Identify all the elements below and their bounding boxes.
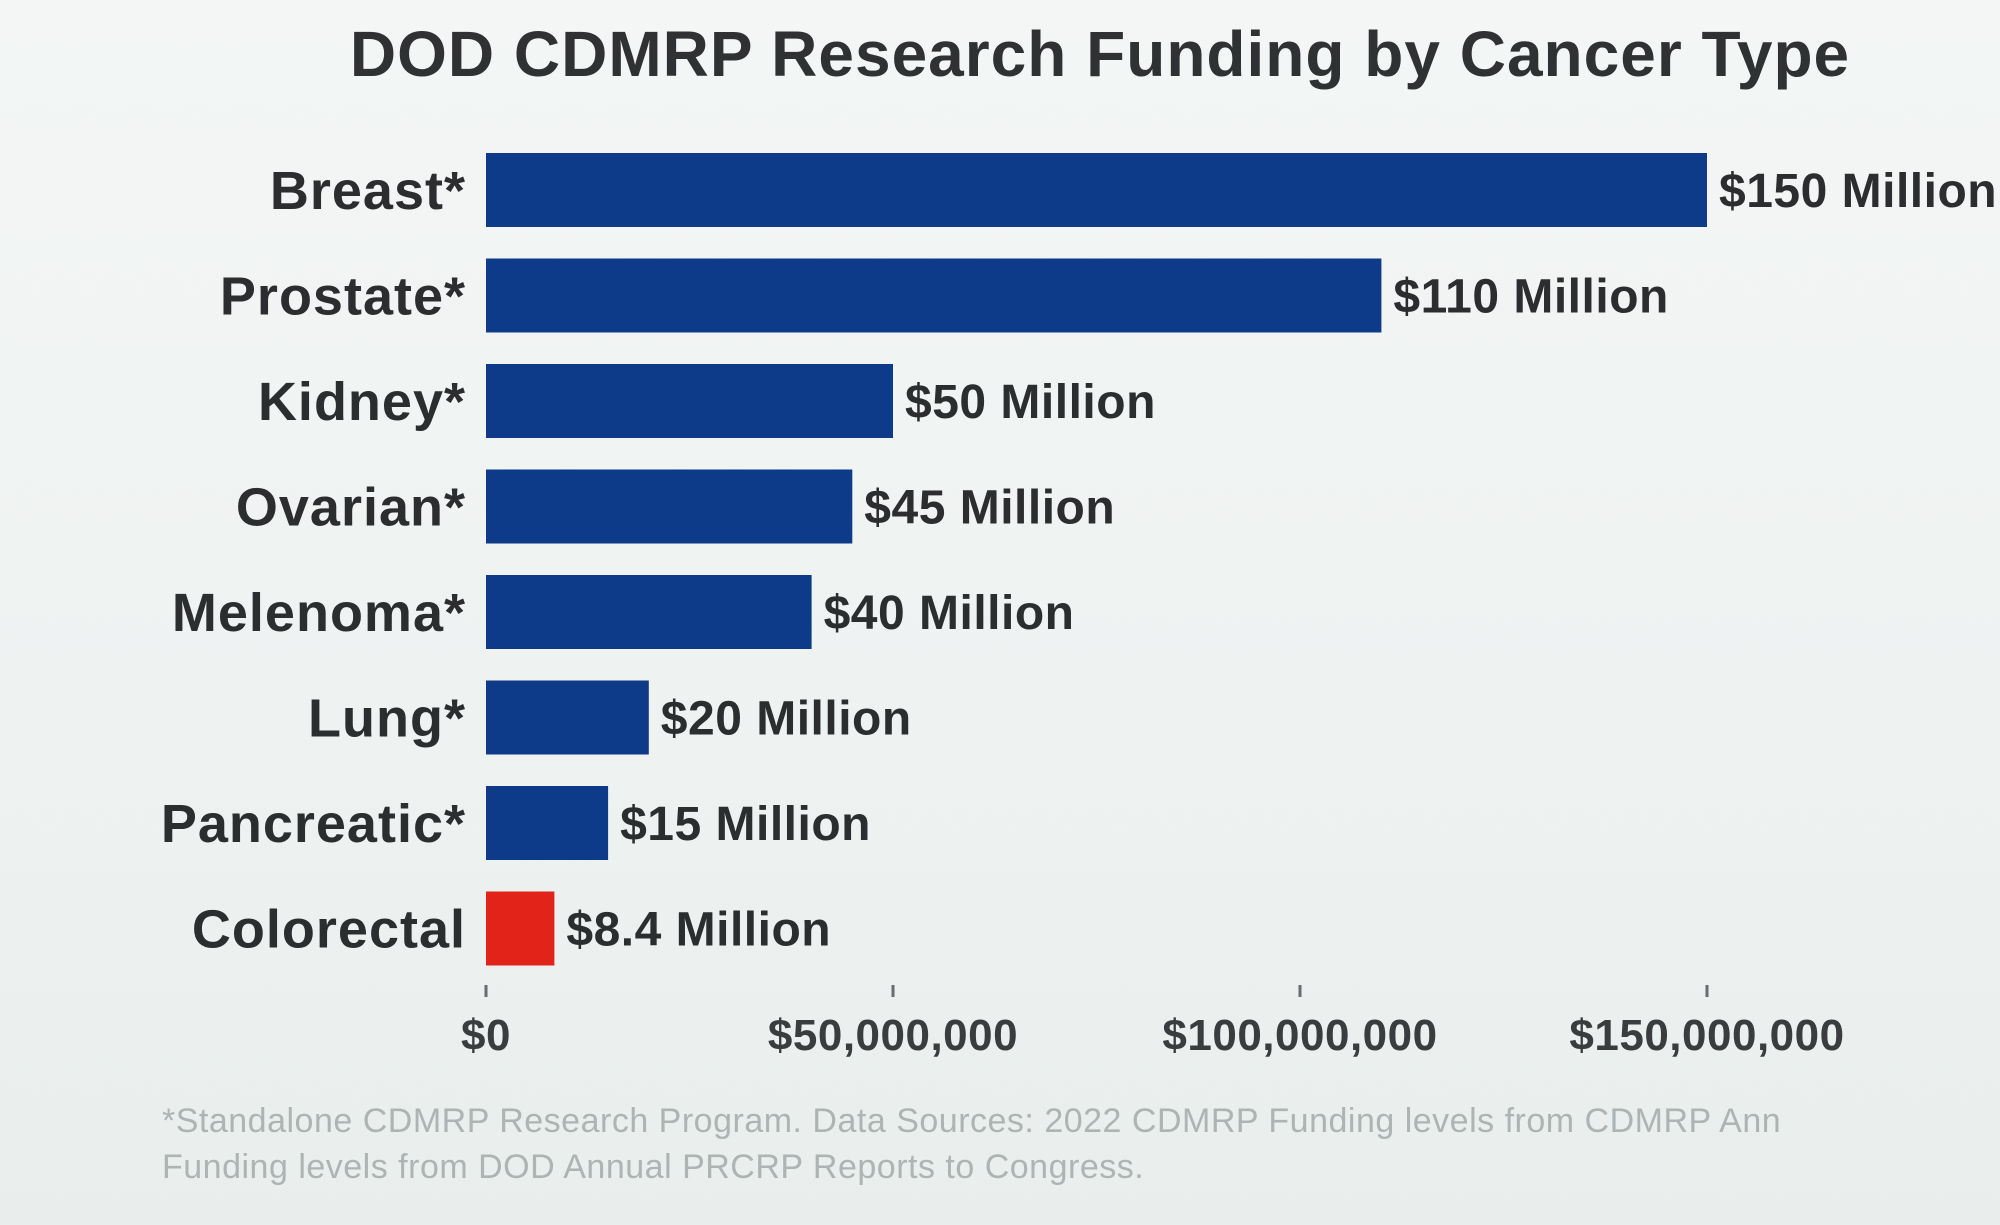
bar-lung [486,680,649,755]
bar-prostate [486,258,1382,333]
category-label-melenoma: Melenoma* [172,583,466,643]
data-label-melenoma: $40 Million [824,587,1075,640]
category-label-colorectal: Colorectal [192,900,466,960]
bar-kidney [486,364,893,438]
data-label-lung: $20 Million [661,693,912,746]
bar-breast [486,153,1707,227]
x-tick-label-3: $150,000,000 [1569,1011,1844,1060]
category-label-ovarian: Ovarian* [236,478,466,538]
bar-melenoma [486,575,812,649]
bar-ovarian [486,469,853,544]
x-tick-label-2: $100,000,000 [1162,1011,1437,1060]
x-axis: $0 $50,000,000 $100,000,000 $150,000,000 [461,985,1844,1060]
data-label-kidney: $50 Million [905,376,1156,429]
bar-colorectal [486,891,555,966]
category-label-pancreatic: Pancreatic* [161,794,466,854]
category-label-prostate: Prostate* [220,267,466,327]
data-label-ovarian: $45 Million [864,482,1115,535]
bars-layer: Breast* $150 Million Prostate* $110 Million… [161,153,1997,966]
x-tick-label-1: $50,000,000 [768,1011,1018,1060]
footnote-line-2: Funding levels from DOD Annual PRCRP Rep… [162,1148,1145,1186]
data-label-prostate: $110 Million [1393,271,1668,324]
category-label-kidney: Kidney* [258,372,466,432]
data-label-colorectal: $8.4 Million [566,904,831,957]
category-label-lung: Lung* [308,689,466,749]
footnote: *Standalone CDMRP Research Program. Data… [162,1098,2000,1190]
data-label-breast: $150 Million [1719,165,1997,218]
bar-pancreatic [486,786,609,860]
category-label-breast: Breast* [270,161,466,221]
chart-title: DOD CDMRP Research Funding by Cancer Typ… [350,18,1850,90]
x-tick-label-0: $0 [461,1011,511,1060]
data-label-pancreatic: $15 Million [620,798,871,851]
footnote-line-1: *Standalone CDMRP Research Program. Data… [162,1102,1782,1140]
